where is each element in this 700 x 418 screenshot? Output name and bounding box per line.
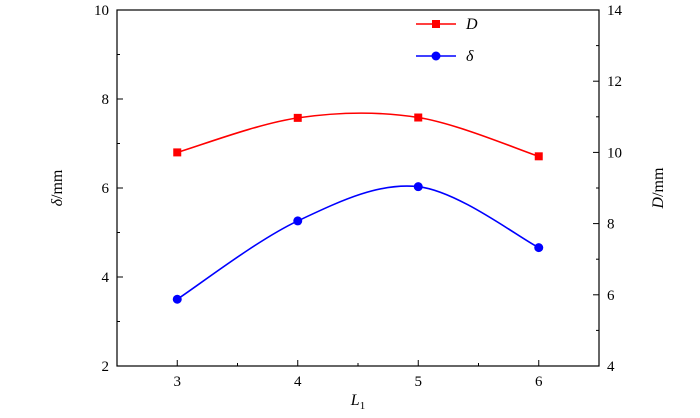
point-delta-3: [172, 294, 182, 304]
legend-entry-delta: δ: [416, 48, 474, 65]
right-tick-label-10: 10: [607, 145, 622, 161]
left-tick-label-2: 2: [102, 359, 110, 375]
right-tick-label-4: 4: [607, 359, 615, 375]
legend-label-delta: δ: [466, 48, 474, 65]
left-axis-title: δ/mm: [49, 169, 66, 206]
right-tick-label-8: 8: [607, 217, 615, 233]
point-delta-6: [534, 243, 544, 253]
right-axis-title: D/mm: [650, 167, 667, 209]
series-layer: [172, 112, 544, 304]
legend-marker-delta: [431, 51, 441, 61]
point-D-3: [173, 148, 182, 157]
x-tick-label-4: 4: [294, 374, 302, 390]
point-D-4: [293, 113, 302, 122]
point-delta-5: [413, 182, 423, 192]
left-tick-label-4: 4: [102, 270, 110, 286]
x-axis-title: L1: [350, 392, 365, 412]
right-tick-label-6: 6: [607, 288, 615, 304]
left-tick-label-10: 10: [94, 3, 109, 19]
point-delta-4: [293, 216, 303, 226]
legend: D δ: [416, 16, 478, 65]
x-tick-label-5: 5: [415, 374, 423, 390]
series-line-D: [177, 112, 539, 158]
legend-label-D: D: [465, 16, 478, 33]
series-line-delta: [176, 185, 540, 300]
right-tick-label-12: 12: [607, 74, 622, 90]
plot-frame: [116, 9, 600, 367]
point-D-6: [534, 152, 543, 161]
left-tick-label-8: 8: [102, 92, 110, 108]
x-tick-label-6: 6: [535, 374, 543, 390]
right-tick-label-14: 14: [607, 3, 623, 19]
left-tick-label-6: 6: [102, 181, 110, 197]
x-tick-label-3: 3: [174, 374, 182, 390]
legend-marker-D: [432, 20, 440, 28]
axes-layer: 3 4 5 6 2 4 6 8 10 4 6 8 10 12 14: [94, 3, 623, 390]
legend-entry-D: D: [416, 16, 478, 33]
point-D-5: [414, 113, 423, 122]
